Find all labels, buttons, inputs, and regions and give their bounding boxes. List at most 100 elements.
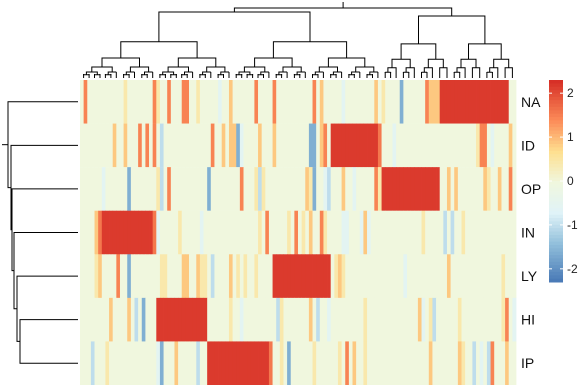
heatmap-cell-IN-106 <box>465 211 469 255</box>
col-dendro-node-brl <box>461 59 476 67</box>
heatmap-cell-IP-37 <box>214 341 218 385</box>
heatmap-cell-LY-70 <box>334 254 338 298</box>
heatmap-cell-HI-110 <box>480 298 484 342</box>
heatmap-cell-IN-77 <box>360 211 364 255</box>
heatmap-cell-IN-65 <box>316 211 320 255</box>
legend-swatch-28 <box>549 174 563 178</box>
heatmap-cell-IN-113 <box>491 211 495 255</box>
heatmap-cell-NA-40 <box>225 80 229 124</box>
heatmap-cell-OP-84 <box>385 167 389 211</box>
heatmap-cell-HI-70 <box>334 298 338 342</box>
heatmap-cell-ID-7 <box>105 124 109 168</box>
heatmap-cell-IP-119 <box>512 341 516 385</box>
heatmap-cell-NA-104 <box>458 80 462 124</box>
heatmap-cell-HI-90 <box>407 298 411 342</box>
heatmap-cell-NA-119 <box>512 80 516 124</box>
heatmap-cell-LY-18 <box>145 254 149 298</box>
heatmap-cell-ID-13 <box>127 124 131 168</box>
heatmap-cell-OP-68 <box>327 167 331 211</box>
heatmap-cell-IP-101 <box>447 341 451 385</box>
heatmap-cell-LY-91 <box>411 254 415 298</box>
heatmap-cell-LY-4 <box>95 254 99 298</box>
heatmap-cell-HI-2 <box>87 298 91 342</box>
heatmap-cell-NA-43 <box>236 80 240 124</box>
heatmap-cell-ID-40 <box>225 124 229 168</box>
heatmap-cell-HI-93 <box>418 298 422 342</box>
heatmap-cell-OP-108 <box>472 167 476 211</box>
heatmap-cell-HI-114 <box>494 298 498 342</box>
heatmap-cell-LY-1 <box>84 254 88 298</box>
heatmap-cell-IP-116 <box>501 341 505 385</box>
heatmap-cell-NA-65 <box>316 80 320 124</box>
heatmap-cell-IP-63 <box>309 341 313 385</box>
heatmap-cell-LY-65 <box>316 254 320 298</box>
heatmap-cell-IN-7 <box>105 211 109 255</box>
heatmap-cell-IP-81 <box>374 341 378 385</box>
legend-swatch-52 <box>549 255 563 259</box>
heatmap-cell-IP-110 <box>480 341 484 385</box>
heatmap-cell-IN-58 <box>291 211 295 255</box>
heatmap-cell-HI-79 <box>367 298 371 342</box>
heatmap-cell-NA-52 <box>269 80 273 124</box>
heatmap-cell-NA-95 <box>425 80 429 124</box>
heatmap-cell-LY-59 <box>294 254 298 298</box>
legend-swatch-58 <box>549 275 563 279</box>
heatmap-cell-OP-75 <box>353 167 357 211</box>
heatmap-cell-NA-45 <box>244 80 248 124</box>
heatmap-cell-ID-43 <box>236 124 240 168</box>
heatmap-cell-HI-75 <box>353 298 357 342</box>
heatmap-cell-HI-97 <box>432 298 436 342</box>
heatmap-cell-LY-45 <box>244 254 248 298</box>
heatmap-cell-IP-20 <box>153 341 157 385</box>
col-dendro-node-blr <box>428 59 443 67</box>
heatmap-cell-ID-24 <box>167 124 171 168</box>
heatmap-cell-LY-119 <box>512 254 516 298</box>
heatmap-cell-LY-61 <box>302 254 306 298</box>
legend-swatch-39 <box>549 211 563 215</box>
heatmap-cell-IN-112 <box>487 211 491 255</box>
heatmap-cell-ID-63 <box>309 124 313 168</box>
heatmap-cell-IP-47 <box>251 341 255 385</box>
heatmap-cell-HI-49 <box>258 298 262 342</box>
heatmap-cell-ID-18 <box>145 124 149 168</box>
heatmap-cell-ID-85 <box>389 124 393 168</box>
heatmap-cell-IP-64 <box>313 341 317 385</box>
row-label-in: IN <box>521 225 535 241</box>
heatmap-cell-IP-8 <box>109 341 113 385</box>
heatmap-cell-OP-70 <box>334 167 338 211</box>
heatmap-cell-OP-47 <box>251 167 255 211</box>
col-dendro-node-brrl <box>490 68 498 74</box>
heatmap-cell-HI-68 <box>327 298 331 342</box>
heatmap-cell-NA-42 <box>233 80 237 124</box>
heatmap-cell-NA-35 <box>207 80 211 124</box>
heatmap-cell-IN-98 <box>436 211 440 255</box>
legend-swatch-18 <box>549 141 563 145</box>
heatmap-cell-IP-95 <box>425 341 429 385</box>
heatmap-cell-LY-63 <box>309 254 313 298</box>
heatmap-cell-OP-105 <box>462 167 466 211</box>
heatmap-cell-IP-51 <box>265 341 269 385</box>
heatmap-cell-HI-27 <box>178 298 182 342</box>
heatmap-cell-LY-28 <box>182 254 186 298</box>
heatmap-cell-IP-40 <box>225 341 229 385</box>
heatmap-cell-IP-38 <box>218 341 222 385</box>
heatmap-cell-LY-21 <box>156 254 160 298</box>
heatmap-cell-IN-99 <box>440 211 444 255</box>
legend-swatch-48 <box>549 242 563 246</box>
heatmap-cell-LY-110 <box>480 254 484 298</box>
heatmap-cell-NA-46 <box>247 80 251 124</box>
heatmap-cell-ID-28 <box>182 124 186 168</box>
heatmap-cell-IN-21 <box>156 211 160 255</box>
heatmap-cell-OP-66 <box>320 167 324 211</box>
heatmap-cell-OP-4 <box>95 167 99 211</box>
heatmap-cell-ID-8 <box>109 124 113 168</box>
heatmap-cell-ID-31 <box>193 124 197 168</box>
heatmap-cell-HI-17 <box>142 298 146 342</box>
heatmap-cell-OP-42 <box>233 167 237 211</box>
heatmap-cell-NA-58 <box>291 80 295 124</box>
heatmap-cell-LY-22 <box>160 254 164 298</box>
heatmap-cell-IP-7 <box>105 341 109 385</box>
heatmap-cell-IP-68 <box>327 341 331 385</box>
heatmap-cell-OP-51 <box>265 167 269 211</box>
heatmap-cell-IN-13 <box>127 211 131 255</box>
